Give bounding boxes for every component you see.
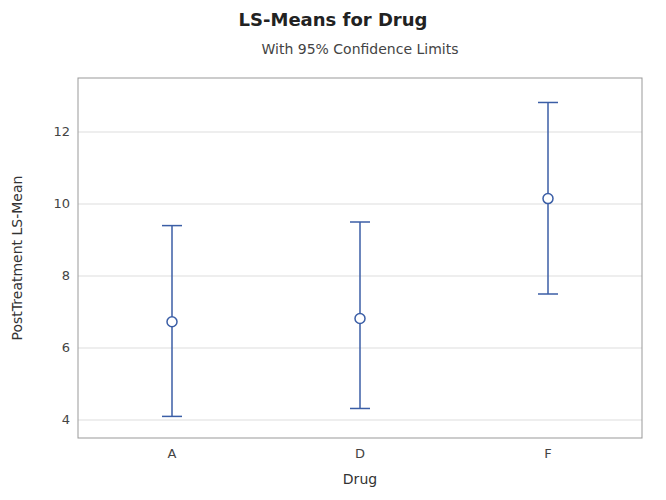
y-tick-label: 10: [53, 196, 70, 211]
subtitle: With 95% Confidence Limits: [262, 41, 459, 57]
chart: 4 6 8 10 12 A D F LS-Means for Drug With 95% Conf…: [0, 0, 666, 500]
x-axis-label: Drug: [343, 471, 377, 487]
x-tick-label: D: [355, 446, 365, 461]
chart-container: 4 6 8 10 12 A D F LS-Means for Drug With 95% Conf…: [0, 0, 666, 500]
mean-marker: [543, 194, 553, 204]
y-tick-label: 8: [62, 268, 70, 283]
grid: [78, 132, 642, 420]
data-group: [162, 102, 558, 416]
error-cap-upper: [350, 221, 370, 223]
y-tick-label: 12: [53, 124, 70, 139]
title: LS-Means for Drug: [239, 9, 428, 30]
error-cap-lower: [350, 408, 370, 410]
error-cap-lower: [538, 293, 558, 295]
mean-marker: [167, 317, 177, 327]
grid-line: [78, 132, 642, 133]
grid-line: [78, 204, 642, 205]
error-cap-upper: [162, 225, 182, 227]
y-axis-label: PostTreatment LS-Mean: [9, 176, 25, 341]
grid-line: [78, 420, 642, 421]
y-tick-label: 4: [62, 412, 70, 427]
error-cap-upper: [538, 102, 558, 104]
error-cap-lower: [162, 416, 182, 418]
y-tick-label: 6: [62, 340, 70, 355]
x-tick-label: A: [168, 446, 177, 461]
plot-frame: [78, 78, 642, 438]
x-tick-label: F: [544, 446, 551, 461]
mean-marker: [355, 313, 365, 323]
